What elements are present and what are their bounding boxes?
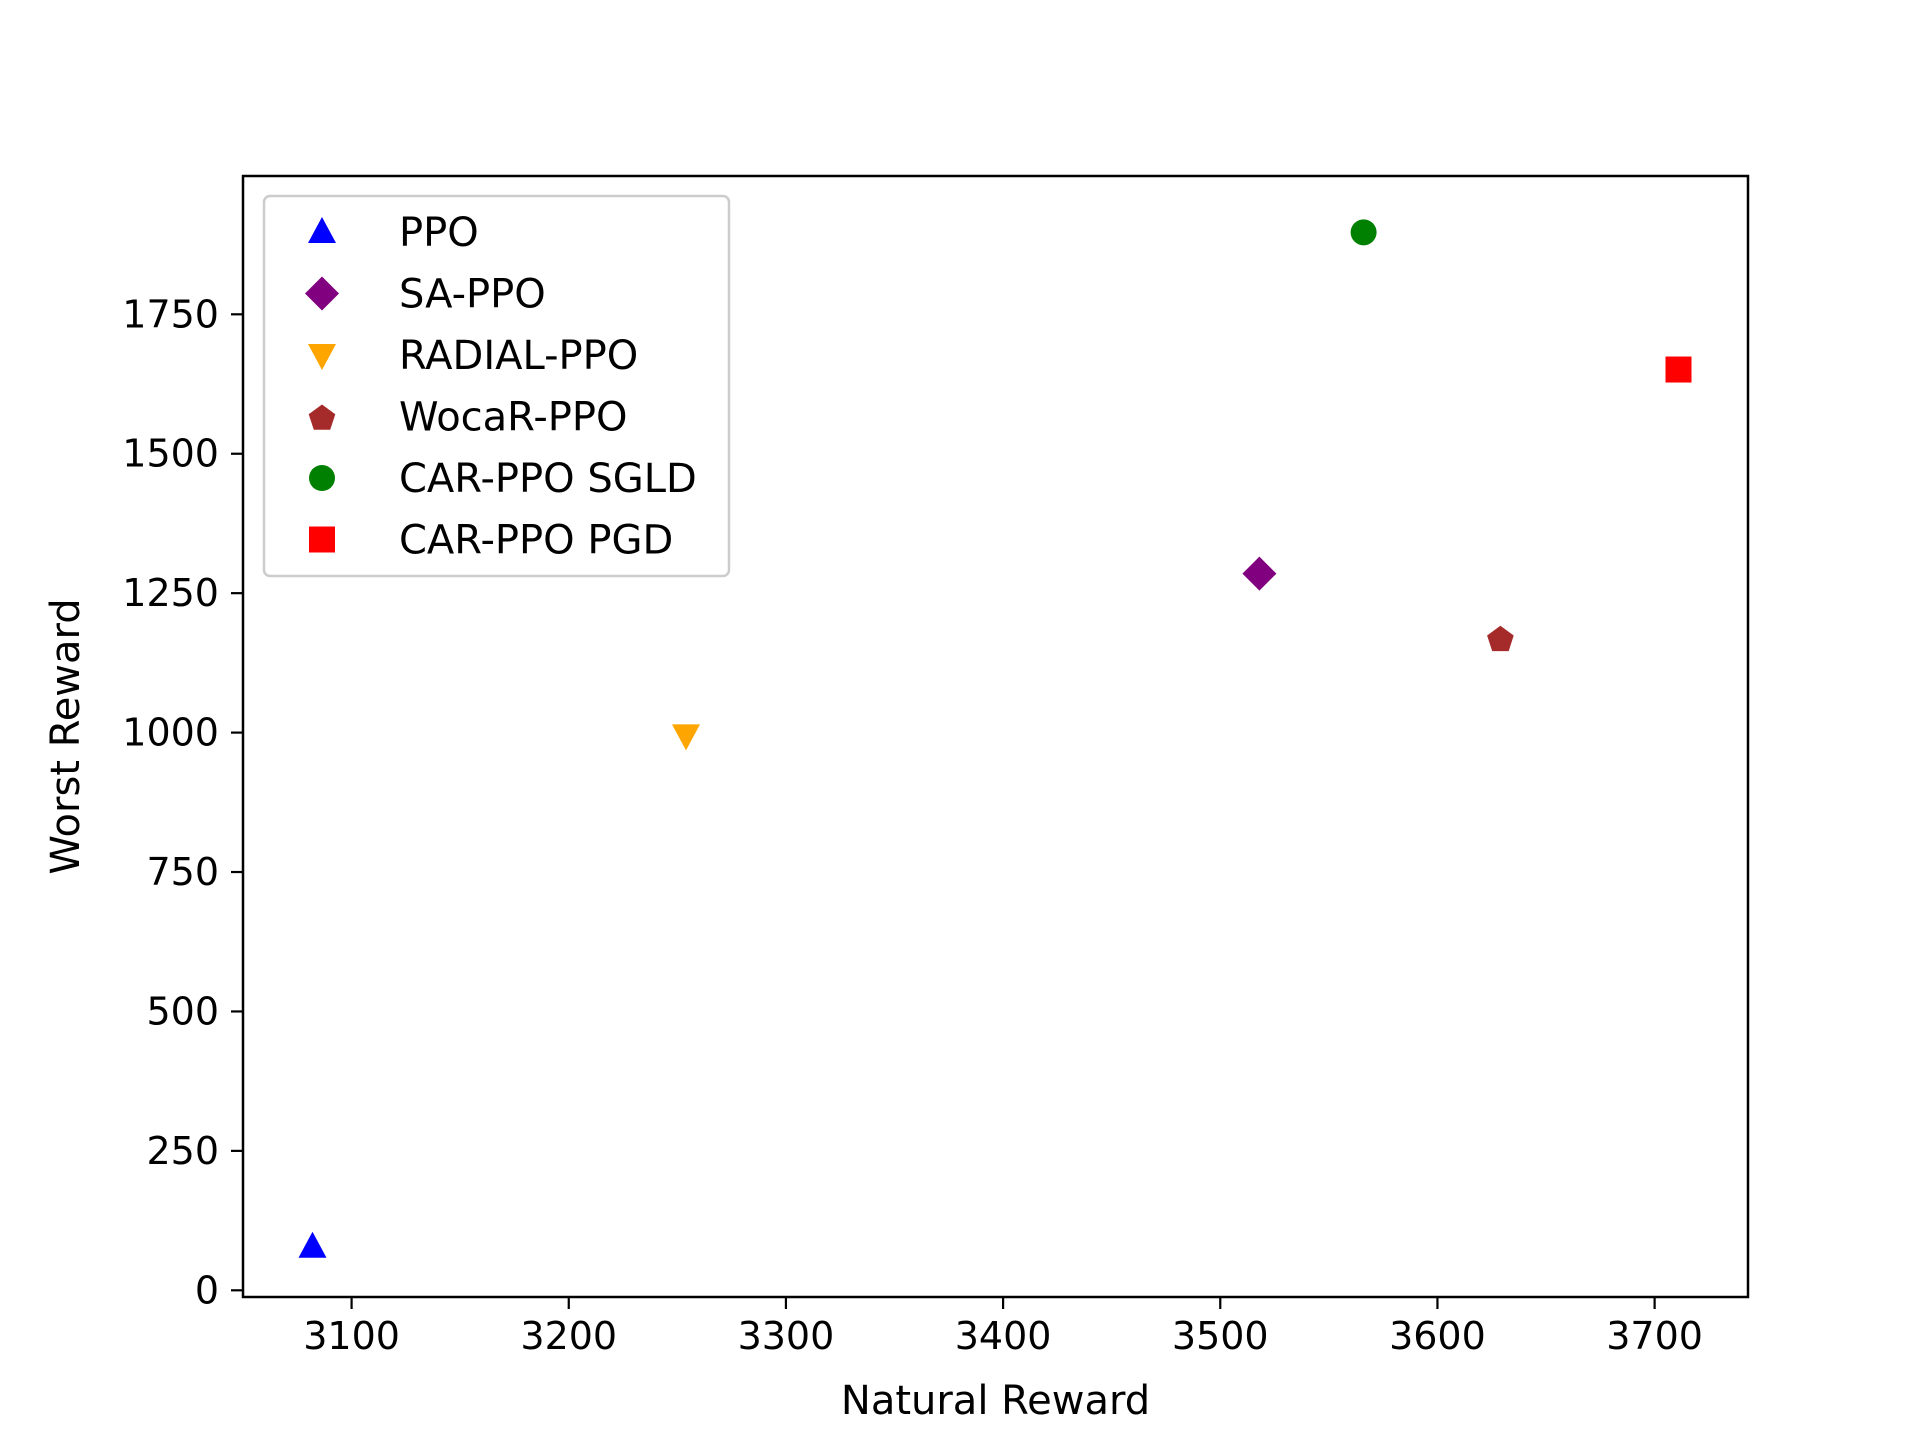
y-tick-label: 0 xyxy=(195,1268,219,1312)
point-wocar-ppo xyxy=(1487,625,1514,652)
legend-label-radial-ppo: RADIAL-PPO xyxy=(399,333,638,379)
legend-label-ppo: PPO xyxy=(399,210,479,256)
y-axis: 0 250 500 750 1000 1250 1500 1750 xyxy=(122,292,243,1312)
legend: PPO SA-PPO RADIAL-PPO WocaR-PPO CAR-PPO SGLD… xyxy=(262,194,731,578)
y-axis-title: Worst Reward xyxy=(43,598,89,874)
x-tick-label: 3500 xyxy=(1172,1314,1269,1358)
legend-label-car-ppo-pgd: CAR-PPO PGD xyxy=(399,518,673,564)
plot-area-frame xyxy=(241,174,1750,1299)
x-tick-label: 3100 xyxy=(303,1314,400,1358)
legend-marker-ppo xyxy=(308,217,336,243)
x-tick-label: 3400 xyxy=(955,1314,1052,1358)
y-tick-label: 1000 xyxy=(122,711,219,755)
legend-label-wocar-ppo: WocaR-PPO xyxy=(399,395,628,441)
x-tick-label: 3200 xyxy=(520,1314,617,1358)
legend-marker-sa-ppo xyxy=(305,276,339,311)
legend-label-car-ppo-sgld: CAR-PPO SGLD xyxy=(399,456,697,502)
x-tick-label: 3600 xyxy=(1389,1314,1486,1358)
x-tick-label: 3700 xyxy=(1606,1314,1703,1358)
point-car-ppo-pgd xyxy=(1665,356,1692,383)
legend-marker-radial-ppo xyxy=(308,344,336,370)
legend-marker-car-ppo-pgd xyxy=(309,526,335,553)
x-axis-title: Natural Reward xyxy=(841,1378,1150,1424)
y-tick-label: 1250 xyxy=(122,571,219,615)
x-axis: 3100 3200 3300 3400 3500 3600 3700 xyxy=(303,1297,1703,1358)
legend-marker-wocar-ppo xyxy=(308,404,336,430)
y-tick-label: 500 xyxy=(146,989,219,1033)
y-tick-label: 250 xyxy=(146,1129,219,1173)
x-tick-label: 3300 xyxy=(738,1314,835,1358)
y-tick-label: 1500 xyxy=(122,432,219,476)
data-points xyxy=(298,219,1692,1258)
point-ppo xyxy=(298,1231,327,1258)
point-car-ppo-sgld xyxy=(1350,219,1377,246)
y-tick-label: 750 xyxy=(146,850,219,894)
legend-marker-car-ppo-sgld xyxy=(309,465,335,491)
point-radial-ppo xyxy=(672,724,700,751)
point-sa-ppo xyxy=(1242,556,1277,591)
y-tick-label: 1750 xyxy=(122,292,219,336)
legend-box xyxy=(262,194,731,578)
legend-label-sa-ppo: SA-PPO xyxy=(399,272,546,318)
